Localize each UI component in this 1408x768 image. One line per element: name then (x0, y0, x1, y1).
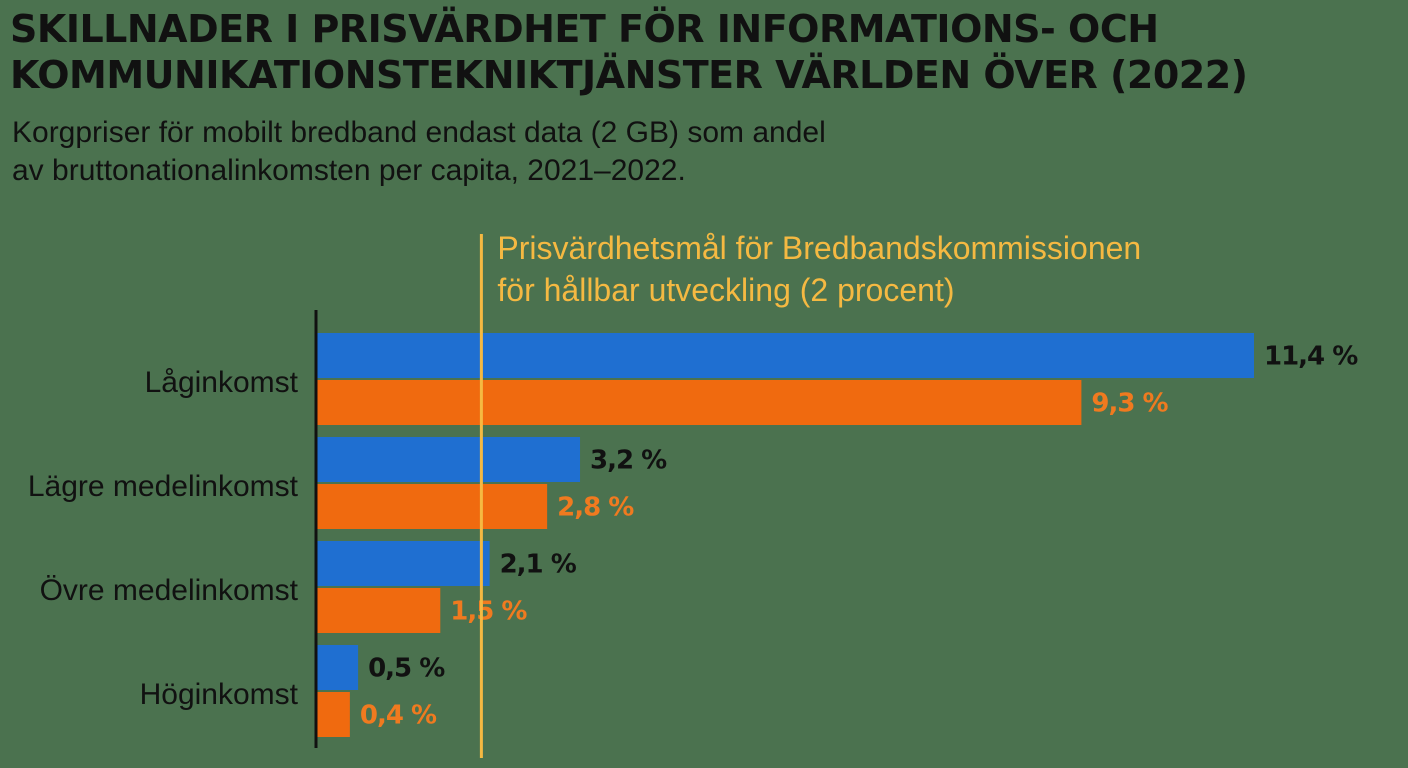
data-label-2-2: 2,8 % (557, 493, 634, 523)
category-label-4: Höginkomst (140, 678, 299, 711)
chart-subtitle-line-2: av bruttonationalinkomsten per capita, 2… (12, 154, 686, 187)
bar-2-4 (317, 692, 350, 737)
chart-title: SKILLNADER I PRISVÄRDHET FÖR INFORMATION… (10, 6, 1400, 98)
bar-2-1 (317, 380, 1082, 425)
chart-subtitle-line-1: Korgpriser för mobilt bredband endast da… (12, 116, 826, 149)
bar-1-4 (317, 645, 359, 690)
data-label-1-3: 2,1 % (500, 550, 577, 580)
bar-2-2 (317, 484, 548, 529)
chart-subtitle: Korgpriser för mobilt bredband endast da… (12, 114, 1012, 190)
data-label-2-1: 9,3 % (1091, 389, 1168, 419)
bar-1-1 (317, 333, 1254, 378)
bar-1-3 (317, 541, 490, 586)
category-label-3: Övre medelinkomst (40, 574, 299, 607)
bar-1-2 (317, 437, 581, 482)
data-label-1-2: 3,2 % (590, 446, 667, 476)
reference-line-label-1: Prisvärdhetsmål för Bredbandskommissione… (497, 230, 1141, 266)
bar-2-3 (317, 588, 441, 633)
reference-line-label-2: för hållbar utveckling (2 procent) (497, 272, 954, 308)
data-label-2-3: 1,5 % (450, 597, 527, 627)
category-label-2: Lägre medelinkomst (28, 470, 299, 503)
data-label-2-4: 0,4 % (360, 701, 437, 731)
chart-title-line-2: KOMMUNIKATIONSTEKNIKTJÄNSTER VÄRLDEN ÖVE… (10, 53, 1248, 97)
data-label-1-4: 0,5 % (368, 654, 445, 684)
chart-title-line-1: SKILLNADER I PRISVÄRDHET FÖR INFORMATION… (10, 7, 1159, 51)
data-label-1-1: 11,4 % (1264, 342, 1358, 372)
category-label-1: Låginkomst (145, 366, 299, 399)
